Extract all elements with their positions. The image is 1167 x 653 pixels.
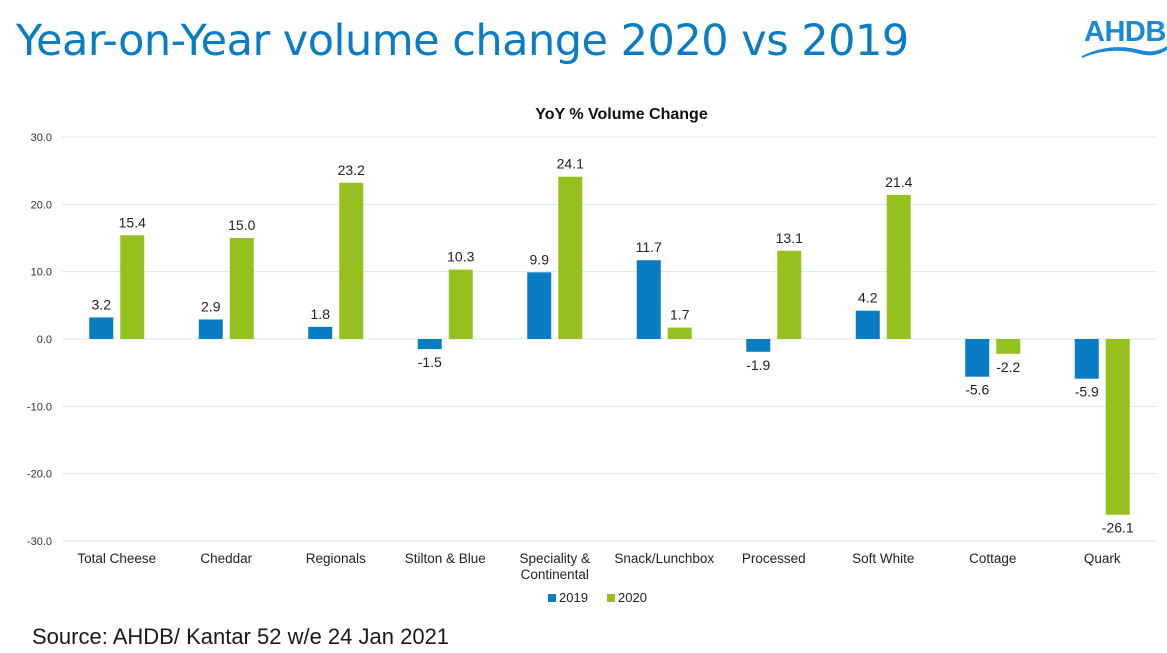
bar-2020	[777, 250, 802, 339]
data-label: 2.9	[201, 298, 221, 314]
x-tick-label: Cheddar	[200, 551, 252, 566]
bar-2019	[1074, 339, 1099, 379]
x-tick-label: Regionals	[306, 551, 366, 566]
y-tick-label: -30.0	[27, 536, 52, 548]
data-label: -1.5	[418, 354, 442, 370]
y-tick-label: 0.0	[37, 334, 52, 346]
bar-2020	[120, 235, 145, 339]
data-label: 1.7	[670, 307, 690, 323]
bar-2019	[855, 310, 880, 339]
data-label: -2.2	[996, 359, 1020, 375]
data-label: 11.7	[636, 239, 662, 255]
bar-2020	[229, 238, 254, 339]
bar-2019	[746, 339, 771, 352]
slide-title: Year-on-Year volume change 2020 vs 2019	[16, 16, 909, 66]
data-label: -1.9	[746, 357, 770, 373]
x-tick-label: Quark	[1084, 551, 1121, 566]
bar-2019	[965, 339, 990, 377]
bar-2019	[308, 326, 333, 339]
data-label: -26.1	[1102, 520, 1134, 536]
data-label: -5.9	[1075, 384, 1099, 400]
bar-2020	[448, 269, 473, 339]
data-label: 3.2	[92, 296, 112, 312]
source-note: Source: AHDB/ Kantar 52 w/e 24 Jan 2021	[32, 624, 450, 649]
logo-wave-icon	[1082, 46, 1167, 58]
bar-2019	[417, 339, 442, 350]
y-tick-label: 30.0	[31, 132, 52, 144]
data-label: 15.0	[228, 217, 255, 233]
legend-swatch-2019	[548, 594, 556, 602]
data-label: 24.1	[557, 156, 584, 172]
bar-2020	[558, 176, 583, 339]
bar-2020	[886, 194, 911, 339]
bar-2019	[527, 272, 552, 339]
bar-2020	[1105, 339, 1130, 515]
x-tick-label: Cottage	[969, 551, 1016, 566]
data-label: 21.4	[885, 174, 912, 190]
x-tick-label: Snack/Lunchbox	[614, 551, 714, 566]
legend-label: 2020	[618, 590, 647, 605]
y-tick-label: -20.0	[27, 469, 52, 481]
bar-2019	[198, 319, 223, 339]
x-tick-label: Soft White	[852, 551, 914, 566]
y-tick-label: 20.0	[31, 199, 52, 211]
bar-2019	[636, 260, 661, 339]
data-label: 13.1	[776, 230, 803, 246]
logo-text: AHDB	[1084, 16, 1166, 48]
y-tick-label: -10.0	[27, 401, 52, 413]
data-label: 23.2	[338, 162, 365, 178]
x-tick-label: Continental	[521, 567, 589, 582]
bar-2020	[667, 327, 692, 339]
bar-2020	[339, 182, 364, 339]
x-tick-label: Processed	[742, 551, 806, 566]
x-tick-label: Total Cheese	[77, 551, 156, 566]
x-tick-label: Speciality &	[519, 551, 590, 566]
legend-label: 2019	[559, 590, 588, 605]
data-label: 10.3	[447, 249, 474, 265]
chart-title: YoY % Volume Change	[535, 106, 708, 123]
ahdb-logo: AHDB	[1080, 12, 1167, 62]
data-label: -5.6	[965, 382, 989, 398]
x-tick-label: Stilton & Blue	[405, 551, 486, 566]
data-label: 1.8	[311, 306, 331, 322]
bar-2020	[996, 339, 1021, 354]
data-label: 4.2	[858, 290, 878, 306]
bar-2019	[89, 317, 114, 339]
bar-chart: YoY % Volume Change 30.0 20.0 10.0 0.0 -10.0 -…	[27, 106, 1157, 605]
y-tick-label: 10.0	[31, 267, 52, 279]
data-label: 15.4	[119, 214, 146, 230]
legend-swatch-2020	[607, 594, 615, 602]
data-label: 9.9	[530, 251, 550, 267]
